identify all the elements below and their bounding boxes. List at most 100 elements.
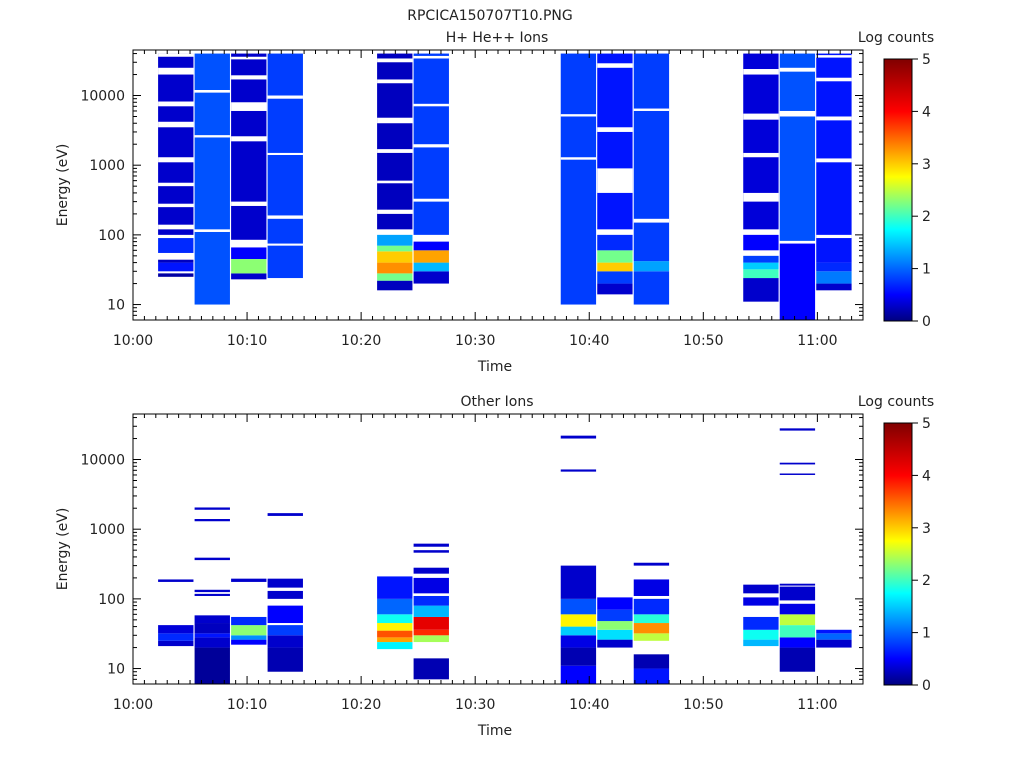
- heatmap-gap: [377, 180, 413, 184]
- colorbar-tick-label: 5: [922, 416, 931, 432]
- heatmap-gap: [816, 116, 852, 121]
- heatmap-column: [267, 513, 303, 672]
- heatmap-cell: [560, 435, 597, 439]
- heatmap-cell: [743, 262, 779, 270]
- heatmap-cell: [158, 259, 194, 263]
- heatmap-column: [413, 543, 449, 680]
- colorbar-tick-label: 4: [922, 104, 931, 120]
- heatmap-gap: [158, 121, 194, 128]
- heatmap-gap: [816, 77, 852, 82]
- heatmap-cell: [267, 245, 303, 279]
- heatmap-cell: [597, 234, 633, 251]
- heatmap-cell: [816, 633, 852, 640]
- heatmap-cell: [194, 615, 230, 624]
- heatmap-cell: [377, 262, 413, 274]
- x-tick-label: 10:00: [113, 697, 153, 713]
- heatmap-gap: [158, 101, 194, 107]
- heatmap-cell: [267, 625, 303, 636]
- heatmap-column: [267, 53, 303, 279]
- heatmap-cell: [158, 273, 194, 277]
- heatmap-cell: [158, 633, 194, 641]
- heatmap-gap: [413, 198, 449, 202]
- heatmap-gap: [377, 117, 413, 124]
- heatmap-cell: [267, 578, 303, 588]
- colorbar-tick-label: 1: [922, 262, 931, 278]
- colorbar: [883, 58, 913, 322]
- heatmap-column: [231, 53, 267, 280]
- heatmap-cells: [158, 428, 852, 684]
- heatmap-column: [560, 435, 597, 684]
- heatmap-column: [194, 53, 230, 305]
- x-tick-label: 10:20: [341, 697, 381, 713]
- panel-h-he-ions: H+ He++ Ions 10:00 10:10 10:20 10:30 10:40 10…: [55, 30, 934, 375]
- panel-title: Other Ions: [460, 394, 533, 410]
- y-tick-label: 1000: [89, 522, 125, 538]
- heatmap-cell: [413, 567, 449, 574]
- heatmap-cell: [597, 283, 633, 295]
- heatmap-gap: [231, 102, 267, 111]
- heatmap-column: [743, 53, 779, 302]
- heatmap-gap: [231, 56, 267, 60]
- heatmap-gap: [597, 127, 633, 132]
- heatmap-cell: [633, 579, 670, 596]
- heatmap-cell: [413, 271, 449, 284]
- x-tick-label: 10:30: [455, 697, 495, 713]
- heatmap-cell: [158, 579, 194, 582]
- heatmap-cell: [633, 598, 670, 615]
- heatmap-column: [413, 53, 449, 284]
- heatmap-cell: [158, 640, 194, 647]
- heatmap-cell: [743, 629, 779, 640]
- x-tick-label: 10:50: [683, 697, 723, 713]
- heatmap-cell: [377, 598, 413, 615]
- heatmap-cell: [267, 513, 303, 516]
- heatmap-cell: [597, 262, 633, 272]
- heatmap-cell: [231, 53, 267, 240]
- heatmap-gap: [158, 182, 194, 187]
- heatmap-gap: [560, 114, 597, 117]
- heatmap-cell: [231, 625, 267, 636]
- figure-title: RPCICA150707T10.PNG: [407, 8, 572, 24]
- heatmap-cell: [231, 247, 267, 260]
- heatmap-cell: [816, 639, 852, 648]
- heatmap-cell: [560, 665, 597, 684]
- heatmap-column: [597, 597, 633, 648]
- x-tick-label: 10:20: [341, 333, 381, 349]
- heatmap-cells: [158, 53, 852, 320]
- panel-title: H+ He++ Ions: [446, 30, 549, 46]
- heatmap-cell: [597, 629, 633, 640]
- heatmap-cell: [231, 259, 267, 274]
- x-tick-label: 10:00: [113, 333, 153, 349]
- heatmap-gap: [779, 67, 816, 72]
- heatmap-cell: [413, 605, 449, 617]
- heatmap-cell: [194, 633, 230, 638]
- heatmap-column: [779, 53, 816, 320]
- heatmap-cell: [267, 53, 303, 244]
- heatmap-cell: [560, 53, 597, 305]
- heatmap-cell: [560, 647, 597, 666]
- heatmap-cell: [231, 635, 267, 640]
- axes: 10:00 10:10 10:20 10:30 10:40 10:50 11:00 10 100…: [80, 414, 864, 713]
- heatmap-gap: [597, 168, 633, 193]
- heatmap-gap: [743, 69, 779, 75]
- heatmap-gap: [158, 53, 194, 57]
- colorbar-tick-label: 4: [922, 468, 931, 484]
- heatmap-cell: [267, 647, 303, 672]
- heatmap-cell: [779, 603, 816, 615]
- heatmap-cell: [816, 262, 852, 272]
- y-tick-label: 100: [98, 228, 125, 244]
- heatmap-cell: [816, 283, 852, 291]
- heatmap-cell: [779, 583, 816, 586]
- heatmap-cell: [194, 519, 230, 522]
- heatmap-gap: [413, 103, 449, 107]
- x-axis-label: Time: [477, 359, 512, 375]
- heatmap-cell: [194, 557, 230, 561]
- heatmap-cell: [231, 273, 267, 280]
- heatmap-cell: [377, 251, 413, 263]
- heatmap-gap: [377, 209, 413, 214]
- heatmap-cell: [743, 53, 779, 230]
- heatmap-cell: [633, 53, 670, 262]
- heatmap-column: [633, 562, 670, 684]
- colorbar-tick-label: 0: [922, 314, 931, 330]
- heatmap-cell: [194, 53, 230, 305]
- heatmap-cell: [779, 53, 816, 241]
